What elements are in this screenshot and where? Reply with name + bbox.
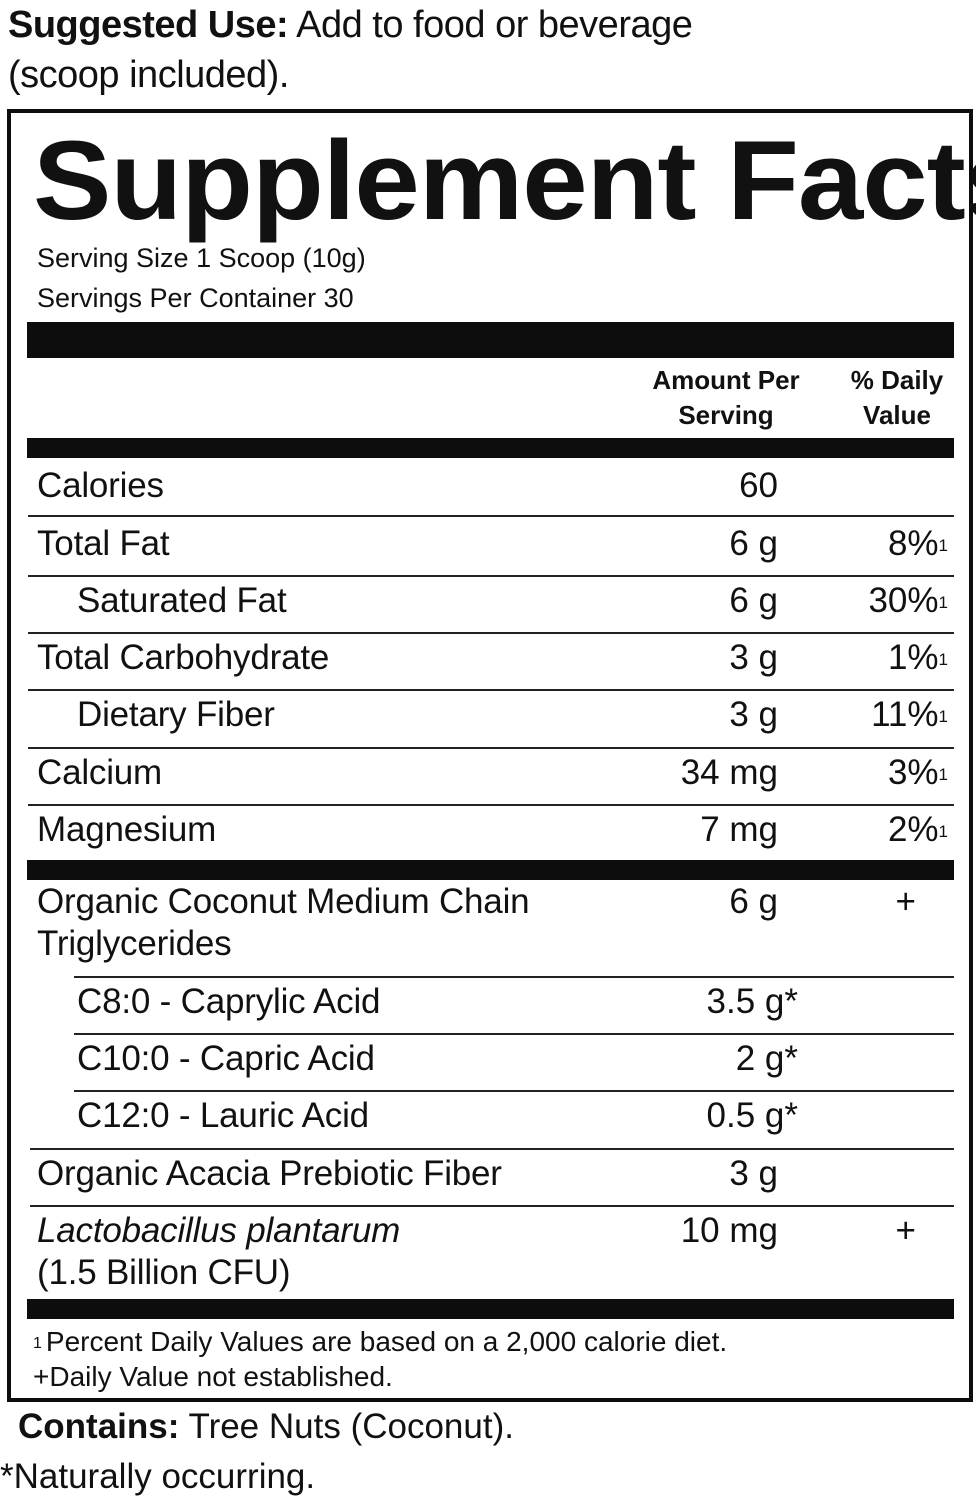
row-divider [28, 804, 954, 806]
row-divider [28, 575, 954, 577]
row-divider [28, 747, 954, 749]
allergen-statement: Contains: Tree Nuts (Coconut). [18, 1406, 514, 1448]
thick-divider-bottom [27, 1299, 954, 1319]
nutrient-name: Calcium [37, 753, 163, 792]
ingredient-name-line1: Organic Coconut Medium Chain [37, 882, 530, 921]
footnote-daily-values: 1 Percent Daily Values are based on a 2,0… [33, 1325, 727, 1359]
row-divider [28, 632, 954, 634]
nutrient-amount: 60 [739, 466, 778, 505]
supplement-facts-panel: Supplement Facts Serving Size 1 Scoop (1… [7, 109, 976, 1402]
suggested-use: Suggested Use: Add to food or beverage (… [8, 0, 968, 100]
dv-footnote-mark: 1 [938, 536, 948, 555]
row-divider [28, 689, 954, 691]
thick-divider-top [27, 322, 954, 358]
contains-text: Tree Nuts (Coconut). [179, 1407, 514, 1446]
naturally-occurring-note: *Naturally occurring. [0, 1457, 316, 1496]
row-divider [28, 515, 954, 517]
nutrient-dv: 3%1 [888, 752, 948, 794]
thick-divider-header [27, 438, 954, 458]
ingredient-amount: 3 g [729, 1154, 778, 1193]
ingredient-amount: 6 g [729, 882, 778, 921]
nutrient-name: Dietary Fiber [77, 695, 275, 734]
header-daily-value: % Daily Value [833, 363, 961, 433]
nutrient-amount: 34 mg [680, 753, 778, 792]
ingredient-name-line1: Lactobacillus plantarum [37, 1211, 401, 1250]
nutrient-dv: 8%1 [888, 523, 948, 565]
ingredient-amount: 2 g* [735, 1039, 798, 1078]
ingredient-name: C8:0 - Caprylic Acid [77, 982, 381, 1021]
dv-footnote-mark: 1 [938, 707, 948, 726]
ingredient-amount: 3.5 g* [706, 982, 798, 1021]
suggested-use-text: Add to food or beverage [288, 4, 693, 46]
row-divider [74, 976, 954, 978]
header-amount-line1: Amount Per [652, 365, 800, 395]
nutrient-amount: 3 g [729, 695, 778, 734]
nutrient-name: Calories [37, 466, 164, 505]
nutrient-name: Saturated Fat [77, 581, 287, 620]
suggested-use-label: Suggested Use: [8, 4, 289, 46]
footnote-plus: +Daily Value not established. [33, 1361, 393, 1392]
dv-value: 1% [887, 638, 939, 677]
thick-divider-middle [27, 860, 954, 880]
nutrient-amount: 6 g [729, 581, 778, 620]
ingredient-amount: 0.5 g* [706, 1096, 798, 1135]
nutrient-dv: 1%1 [888, 637, 948, 679]
nutrient-amount: 3 g [729, 638, 778, 677]
nutrient-dv: 11%1 [871, 694, 948, 736]
ingredient-name: Organic Acacia Prebiotic Fiber [37, 1154, 502, 1193]
ingredient-amount: 10 mg [680, 1211, 778, 1250]
servings-per-container: Servings Per Container 30 [37, 283, 354, 313]
row-divider [74, 1033, 954, 1035]
ingredient-name: C12:0 - Lauric Acid [77, 1096, 369, 1135]
row-divider [74, 1090, 954, 1092]
dv-value: 8% [887, 524, 939, 563]
row-divider [30, 1148, 954, 1150]
footnote-dv-text: Percent Daily Values are based on a 2,00… [45, 1326, 728, 1357]
ingredient-name-line2: Triglycerides [37, 924, 232, 963]
dv-value: 3% [887, 753, 939, 792]
nutrient-dv: 30%1 [868, 580, 948, 622]
nutrient-name: Total Fat [37, 524, 170, 563]
dv-value: 11% [871, 695, 939, 734]
footnote-mark: 1 [33, 1335, 42, 1352]
ingredient-dv: + [895, 882, 916, 921]
header-dv-line1: % Daily [850, 365, 944, 395]
row-divider [30, 1205, 954, 1207]
ingredient-name: C10:0 - Capric Acid [77, 1039, 375, 1078]
dv-footnote-mark: 1 [938, 593, 948, 612]
nutrient-name: Magnesium [37, 810, 217, 849]
header-amount-per-serving: Amount Per Serving [631, 363, 821, 433]
dv-value: 2% [887, 810, 939, 849]
nutrient-amount: 7 mg [700, 810, 778, 849]
serving-size: Serving Size 1 Scoop (10g) [37, 243, 366, 273]
header-amount-line2: Serving [678, 400, 774, 430]
dv-footnote-mark: 1 [938, 650, 948, 669]
panel-title: Supplement Facts [33, 118, 976, 243]
dv-footnote-mark: 1 [938, 765, 948, 784]
ingredient-name-line2: (1.5 Billion CFU) [37, 1253, 291, 1292]
nutrient-amount: 6 g [729, 524, 778, 563]
suggested-use-text-line2: (scoop included). [8, 54, 289, 96]
nutrient-dv: 2%1 [888, 809, 948, 851]
dv-footnote-mark: 1 [938, 822, 948, 841]
dv-value: 30% [868, 581, 939, 620]
ingredient-dv: + [895, 1211, 916, 1250]
contains-label: Contains: [18, 1407, 180, 1446]
header-dv-line2: Value [863, 400, 931, 430]
nutrient-name: Total Carbohydrate [37, 638, 330, 677]
